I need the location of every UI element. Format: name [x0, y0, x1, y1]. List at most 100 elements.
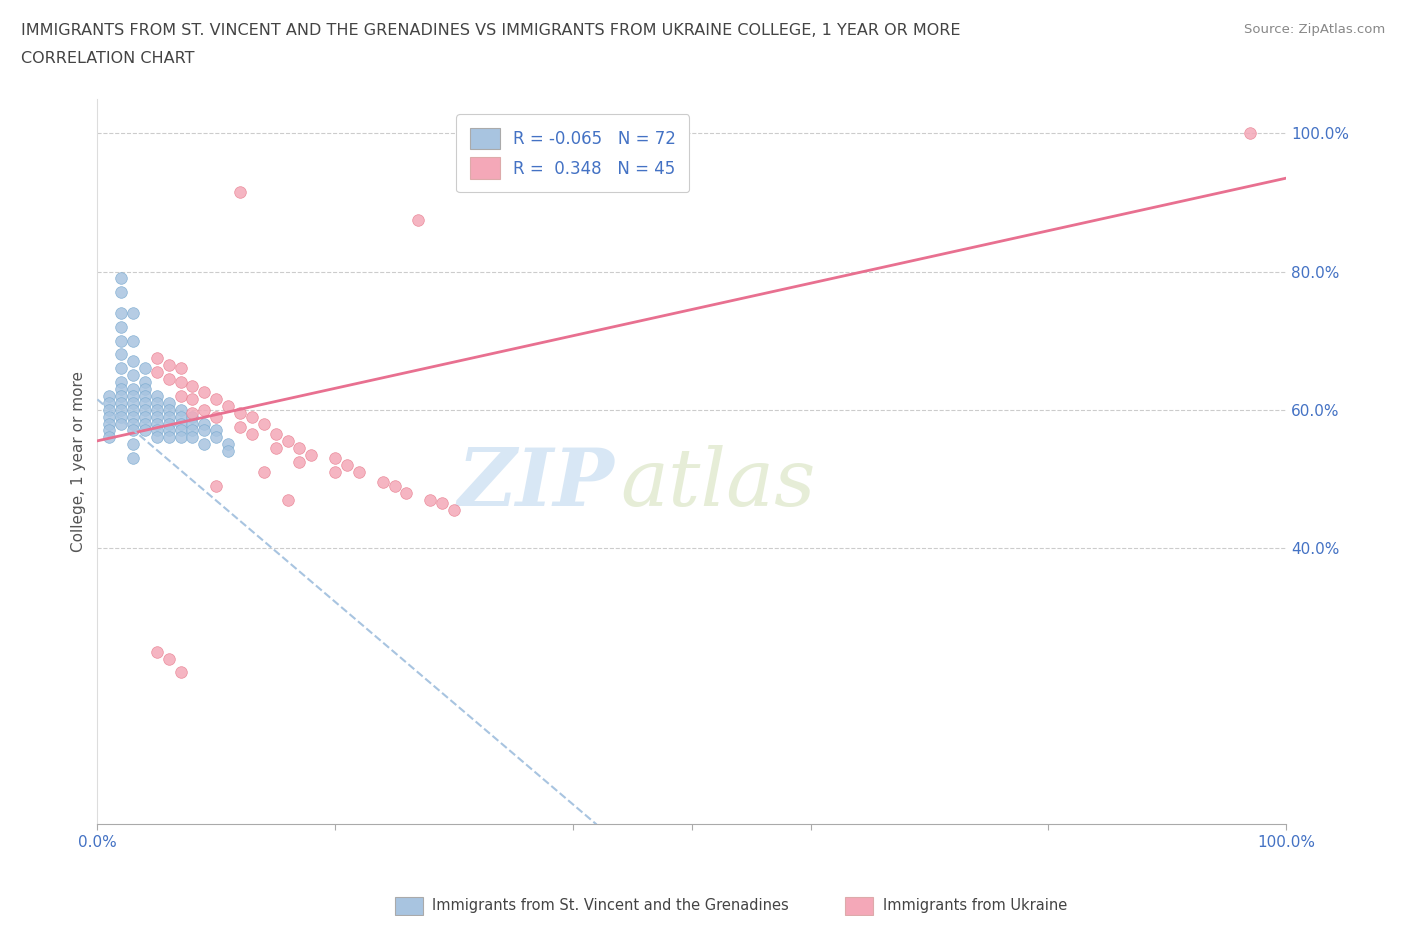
Point [443, 502, 465, 517]
Point [371, 475, 394, 490]
Point [110, 389, 132, 404]
Point [110, 409, 132, 424]
Point [240, 409, 263, 424]
Point [169, 403, 191, 418]
Point [98, 389, 121, 404]
Point [157, 651, 180, 666]
Point [110, 375, 132, 390]
Point [110, 347, 132, 362]
Point [122, 409, 145, 424]
Point [336, 458, 359, 472]
Point [157, 416, 180, 431]
Point [384, 478, 406, 493]
Point [98, 416, 121, 431]
Point [169, 423, 191, 438]
Point [122, 367, 145, 382]
Point [146, 351, 169, 365]
Point [146, 389, 169, 404]
Point [217, 444, 239, 458]
Point [217, 437, 239, 452]
Point [169, 409, 191, 424]
Point [98, 430, 121, 445]
Point [277, 433, 299, 448]
Point [169, 375, 191, 390]
Point [288, 454, 311, 469]
Point [146, 430, 169, 445]
Point [277, 492, 299, 507]
Point [98, 403, 121, 418]
Point [205, 409, 228, 424]
Point [181, 423, 204, 438]
Point [146, 409, 169, 424]
Point [134, 381, 156, 396]
Point [122, 354, 145, 369]
Point [110, 271, 132, 286]
Point [205, 423, 228, 438]
Point [146, 365, 169, 379]
Point [193, 423, 215, 438]
Point [229, 405, 252, 420]
Point [98, 423, 121, 438]
Point [419, 492, 441, 507]
Point [146, 403, 169, 418]
Point [193, 416, 215, 431]
Point [110, 333, 132, 348]
Point [169, 361, 191, 376]
Point [406, 212, 429, 227]
Point [181, 416, 204, 431]
Point [181, 405, 204, 420]
Point [134, 423, 156, 438]
Point [323, 464, 346, 479]
Point [229, 419, 252, 434]
Text: IMMIGRANTS FROM ST. VINCENT AND THE GRENADINES VS IMMIGRANTS FROM UKRAINE COLLEG: IMMIGRANTS FROM ST. VINCENT AND THE GREN… [21, 23, 960, 38]
Point [323, 451, 346, 466]
Point [146, 416, 169, 431]
Point [169, 416, 191, 431]
Point [110, 381, 132, 396]
Y-axis label: College, 1 year or more: College, 1 year or more [72, 371, 86, 552]
Point [430, 496, 453, 511]
Point [181, 379, 204, 393]
Text: ZIP: ZIP [457, 445, 614, 522]
Point [122, 395, 145, 410]
Point [253, 416, 276, 431]
Point [181, 430, 204, 445]
Point [288, 440, 311, 455]
Text: Immigrants from St. Vincent and the Grenadines: Immigrants from St. Vincent and the Gren… [432, 898, 789, 913]
Point [205, 478, 228, 493]
Text: Immigrants from Ukraine: Immigrants from Ukraine [883, 898, 1067, 913]
Point [157, 403, 180, 418]
Point [122, 403, 145, 418]
Point [122, 306, 145, 321]
Point [122, 451, 145, 466]
Point [240, 427, 263, 442]
Point [110, 306, 132, 321]
Point [395, 485, 418, 500]
Point [264, 427, 287, 442]
Point [299, 447, 322, 462]
Point [134, 375, 156, 390]
Point [122, 423, 145, 438]
Point [264, 440, 287, 455]
Point [134, 416, 156, 431]
Point [169, 665, 191, 680]
Point [347, 464, 370, 479]
Point [134, 403, 156, 418]
Point [181, 409, 204, 424]
Point [134, 389, 156, 404]
Point [122, 333, 145, 348]
Point [169, 430, 191, 445]
Point [146, 423, 169, 438]
Point [122, 416, 145, 431]
Point [98, 409, 121, 424]
Point [169, 389, 191, 404]
Point [157, 430, 180, 445]
Point [134, 361, 156, 376]
Point [205, 392, 228, 406]
Point [146, 644, 169, 659]
Point [122, 381, 145, 396]
Point [134, 409, 156, 424]
Point [122, 389, 145, 404]
Point [229, 184, 252, 199]
Point [134, 395, 156, 410]
